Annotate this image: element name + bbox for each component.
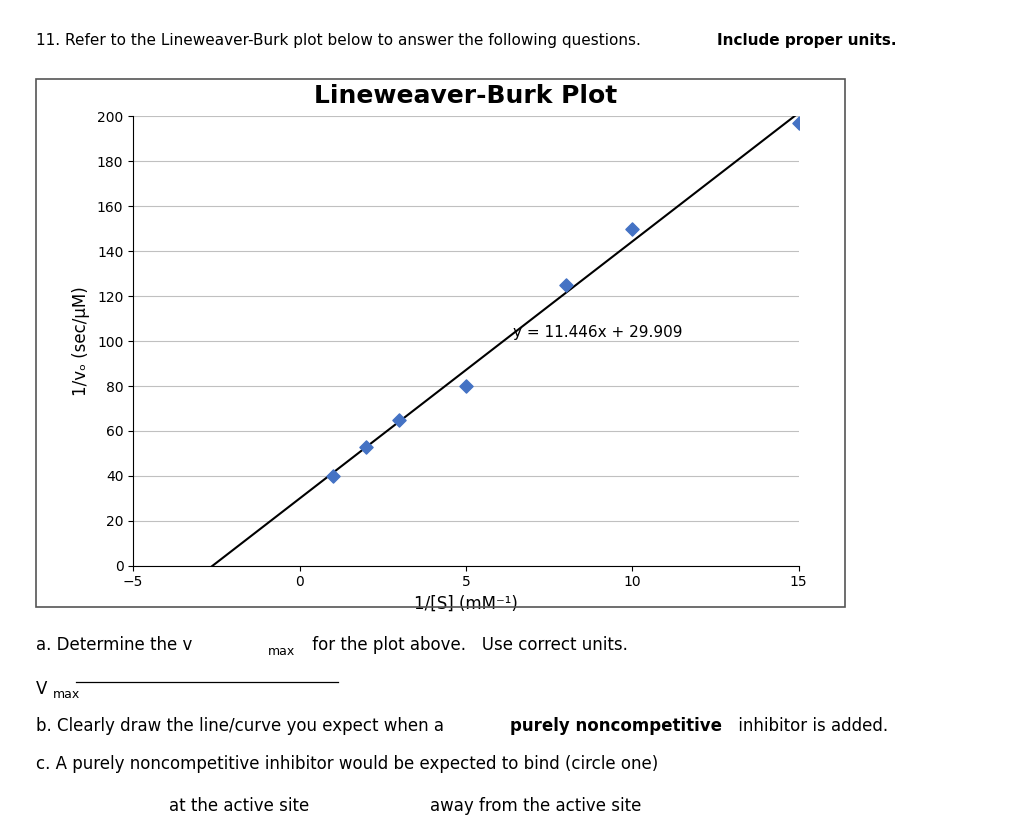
Title: Lineweaver-Burk Plot: Lineweaver-Burk Plot — [314, 83, 617, 107]
X-axis label: 1/[S] (mM⁻¹): 1/[S] (mM⁻¹) — [414, 595, 518, 613]
Text: 11. Refer to the Lineweaver-Burk plot below to answer the following questions.: 11. Refer to the Lineweaver-Burk plot be… — [36, 33, 655, 48]
Y-axis label: 1/vₒ (sec/μM): 1/vₒ (sec/μM) — [72, 286, 90, 396]
Text: purely noncompetitive: purely noncompetitive — [510, 717, 722, 735]
Point — [791, 116, 807, 130]
Text: b. Clearly draw the line/curve you expect when a: b. Clearly draw the line/curve you expec… — [36, 717, 450, 735]
Point — [325, 469, 341, 483]
Text: max: max — [268, 645, 296, 658]
Text: at the active site: at the active site — [169, 797, 309, 815]
Point — [624, 222, 641, 235]
Text: y = 11.446x + 29.909: y = 11.446x + 29.909 — [512, 324, 682, 339]
Text: Include proper units.: Include proper units. — [717, 33, 896, 48]
Point — [458, 379, 474, 393]
Text: for the plot above.   Use correct units.: for the plot above. Use correct units. — [307, 636, 628, 655]
Text: max: max — [53, 688, 81, 701]
Text: a. Determine the v: a. Determine the v — [36, 636, 193, 655]
Point — [358, 440, 375, 453]
Point — [557, 278, 573, 291]
Text: away from the active site: away from the active site — [430, 797, 641, 815]
Text: V: V — [36, 680, 47, 698]
Text: c. A purely noncompetitive inhibitor would be expected to bind (circle one): c. A purely noncompetitive inhibitor wou… — [36, 755, 658, 773]
Point — [391, 413, 408, 426]
Text: inhibitor is added.: inhibitor is added. — [733, 717, 888, 735]
